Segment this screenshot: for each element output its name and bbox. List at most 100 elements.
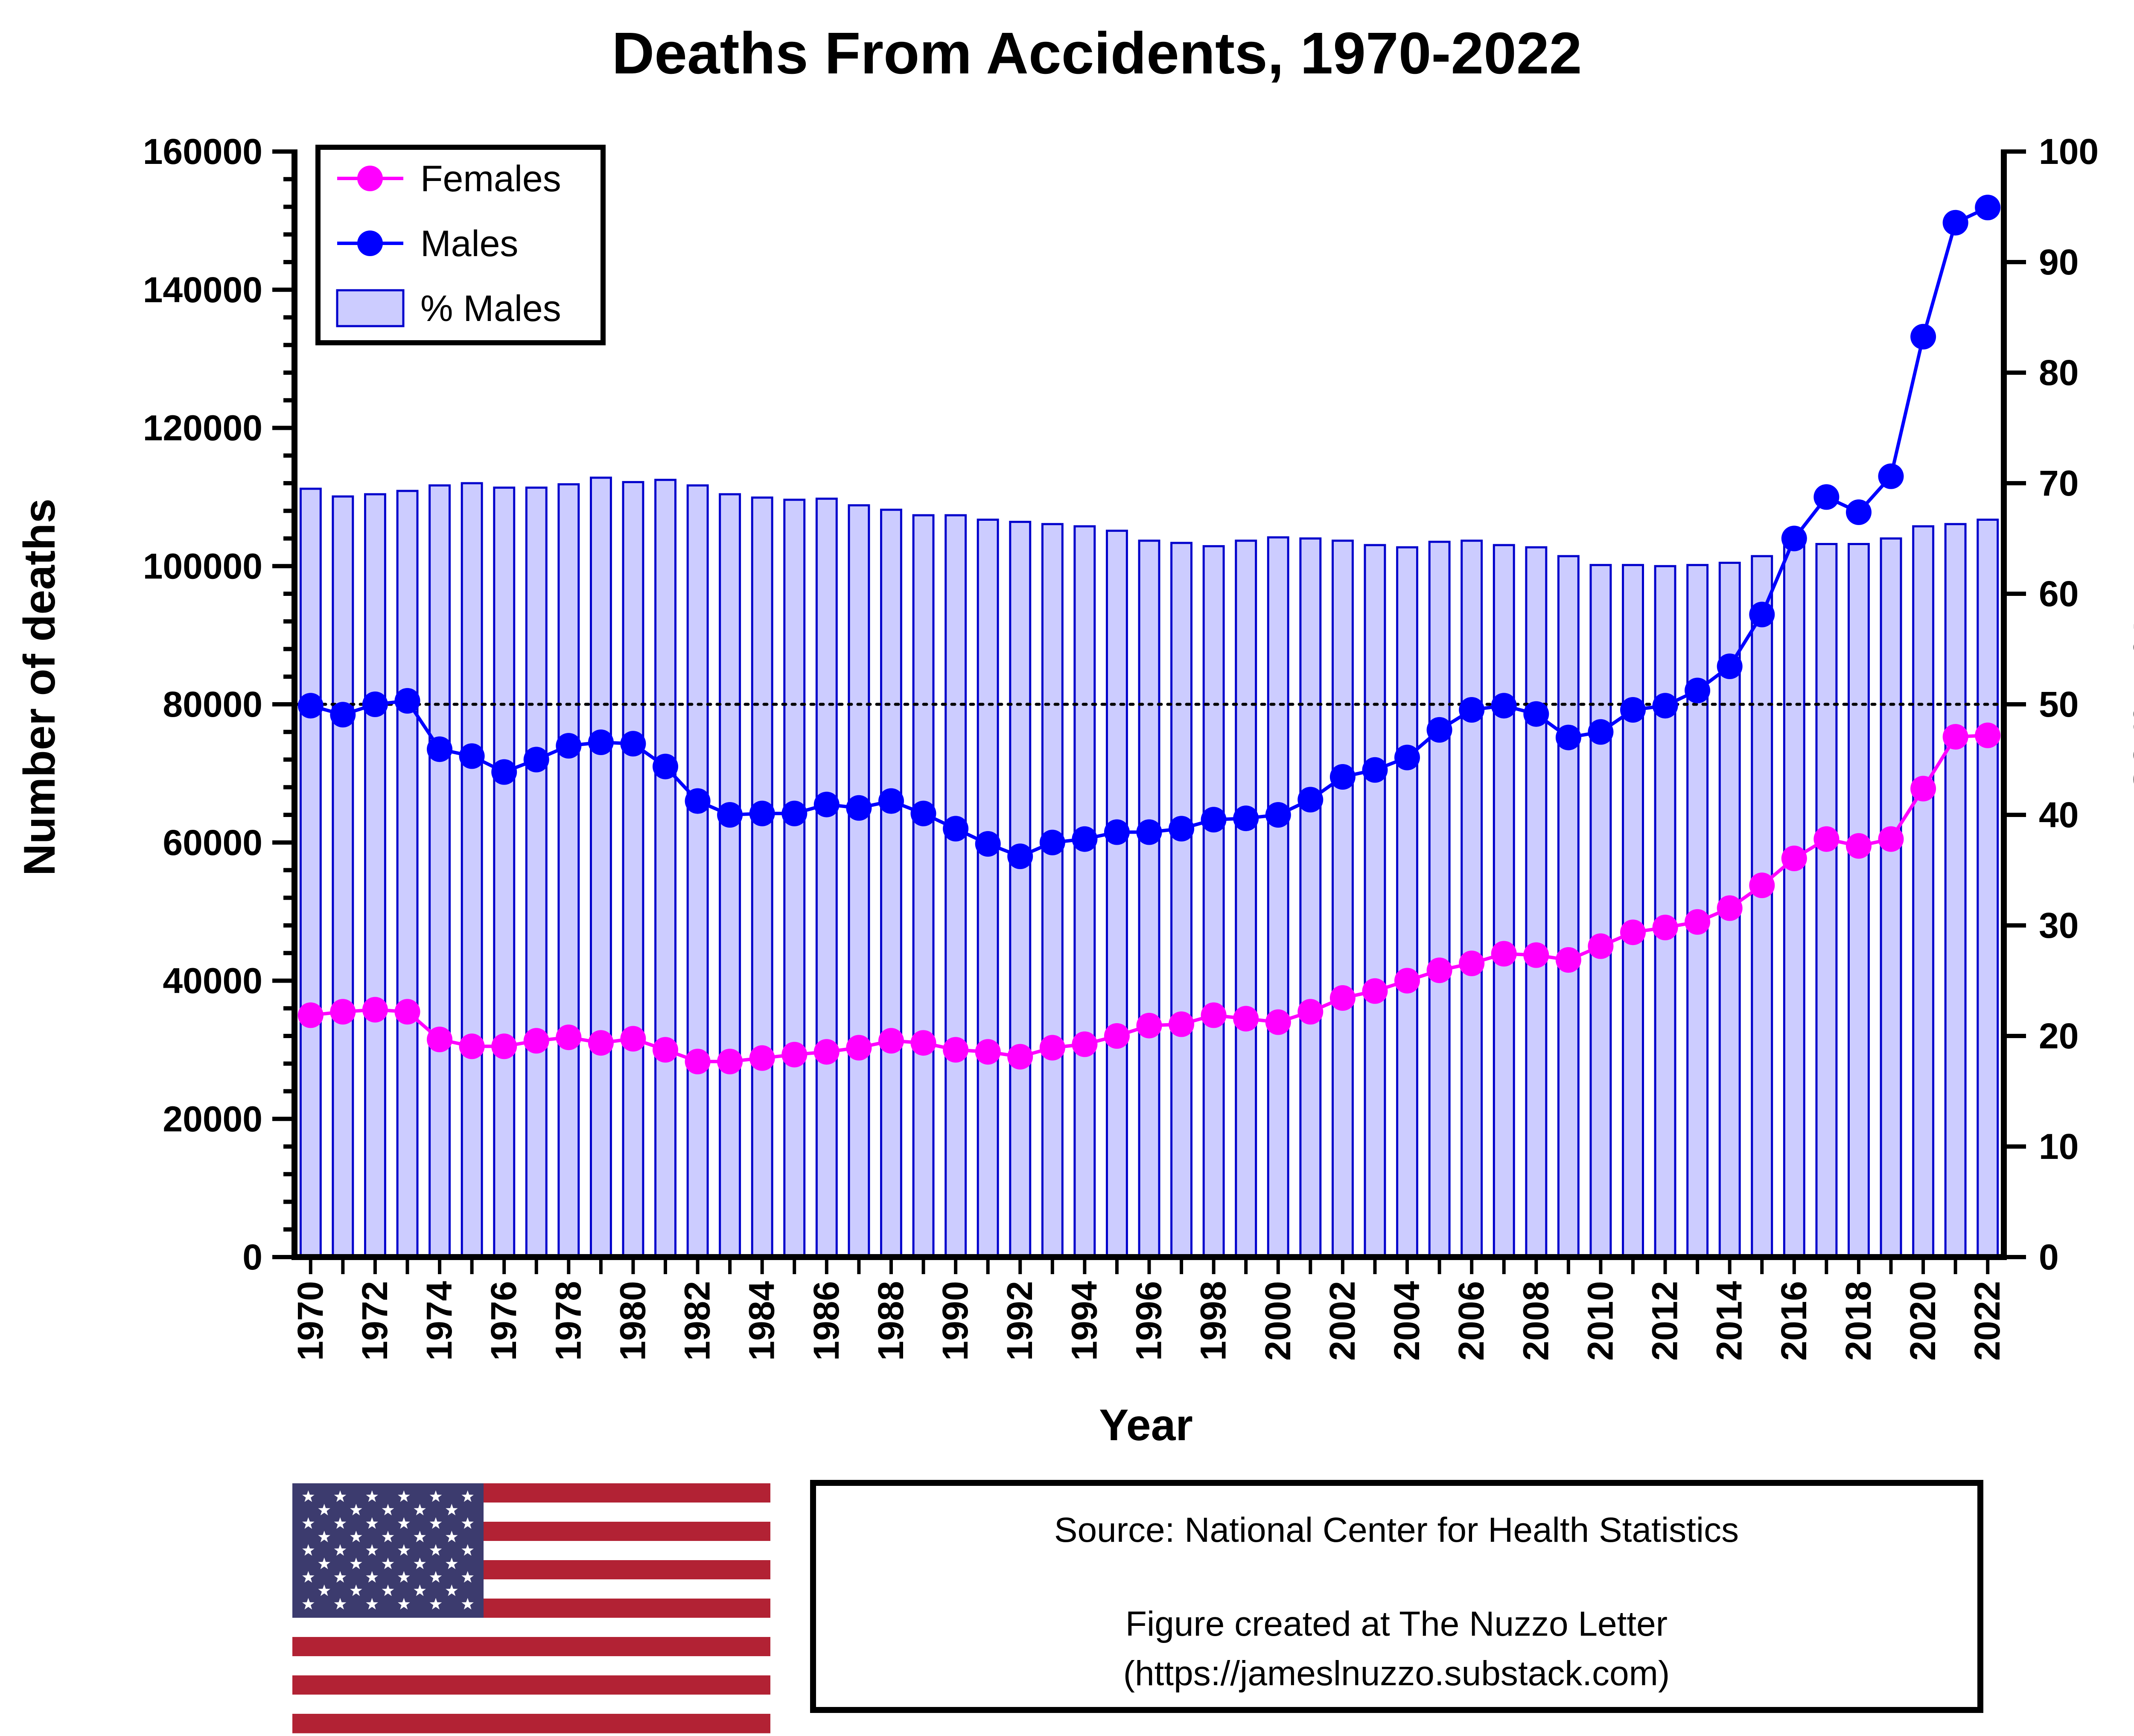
flag-star-icon [366, 1544, 378, 1556]
flag-star-icon [446, 1531, 458, 1543]
point-males-1976 [491, 759, 517, 785]
flag-star-icon [429, 1544, 442, 1556]
flag-star-icon [366, 1490, 378, 1502]
x-tick-label: 1986 [806, 1281, 846, 1361]
point-females-1972 [362, 997, 388, 1023]
point-females-1998 [1201, 1002, 1227, 1028]
legend-marker-females [357, 166, 383, 191]
flag-stripe-red [292, 1675, 770, 1695]
point-females-1973 [394, 999, 420, 1025]
flag-star-icon [429, 1598, 442, 1610]
bar-pct-males-2021 [1944, 523, 1967, 1258]
point-males-1990 [943, 816, 969, 842]
point-females-2007 [1491, 941, 1517, 967]
bar-pct-males-1974 [429, 484, 451, 1258]
bar-pct-males-1988 [880, 508, 902, 1258]
point-males-1991 [975, 831, 1001, 857]
point-males-1974 [427, 736, 452, 762]
flag-canton [292, 1483, 484, 1618]
legend: Females Males % Males [315, 145, 606, 345]
bar-pct-males-1990 [945, 514, 967, 1258]
point-males-1992 [1007, 843, 1033, 869]
flag-stripe-red [292, 1714, 770, 1733]
point-males-1982 [685, 788, 711, 814]
point-females-1983 [717, 1048, 743, 1074]
point-males-2011 [1620, 697, 1646, 723]
point-males-2013 [1685, 677, 1711, 703]
y-tick-label: 100000 [143, 546, 262, 586]
bar-pct-males-1994 [1073, 525, 1096, 1258]
point-females-2000 [1265, 1009, 1291, 1035]
x-tick-label: 1992 [1000, 1281, 1040, 1361]
bar-pct-males-1996 [1138, 540, 1160, 1258]
point-females-2018 [1846, 833, 1872, 859]
x-tick-label: 1990 [935, 1281, 975, 1361]
point-females-1990 [943, 1037, 969, 1063]
flag-star-icon [350, 1504, 362, 1516]
point-females-2004 [1394, 968, 1420, 994]
point-males-1999 [1233, 805, 1259, 832]
point-males-1985 [781, 800, 808, 826]
flag-stripe-red [292, 1637, 770, 1657]
flag-star-icon [398, 1571, 410, 1583]
x-tick-label: 1998 [1193, 1281, 1233, 1361]
bar-pct-males-1980 [622, 481, 644, 1258]
point-females-1970 [297, 1002, 324, 1028]
x-tick-label: 1978 [548, 1281, 588, 1361]
bar-pct-males-2000 [1267, 536, 1289, 1258]
bar-pct-males-1970 [299, 487, 322, 1258]
bar-pct-males-2016 [1783, 542, 1805, 1258]
x-tick-label: 2014 [1709, 1281, 1749, 1361]
point-females-1978 [556, 1024, 582, 1050]
point-males-2008 [1523, 701, 1549, 727]
flag-star-icon [302, 1490, 315, 1502]
point-females-1976 [491, 1033, 517, 1059]
point-females-1974 [427, 1027, 452, 1053]
point-females-2001 [1297, 999, 1324, 1025]
bar-pct-males-1971 [332, 495, 354, 1258]
flag-star-icon [350, 1584, 362, 1596]
point-males-2021 [1942, 210, 1968, 236]
point-males-2019 [1878, 463, 1904, 489]
x-axis-label: Year [1099, 1400, 1193, 1450]
flag-star-icon [446, 1504, 458, 1516]
flag-star-icon [461, 1544, 474, 1556]
point-males-2003 [1362, 757, 1388, 783]
flag-star-icon [366, 1598, 378, 1610]
bar-pct-males-1972 [364, 493, 386, 1258]
point-males-2009 [1555, 724, 1581, 750]
y-axis-label: Number of deaths [15, 499, 64, 876]
y-tick-label: 20000 [163, 1099, 262, 1139]
point-females-1991 [975, 1039, 1001, 1065]
point-females-2009 [1555, 947, 1581, 973]
flag-star-icon [382, 1531, 394, 1543]
point-males-1972 [362, 691, 388, 717]
point-males-1989 [910, 800, 936, 826]
y-tick-label: 160000 [143, 131, 262, 172]
x-tick-label: 1974 [419, 1281, 459, 1361]
y2-tick-label: 20 [2039, 1016, 2079, 1056]
y2-tick-label: 70 [2039, 463, 2079, 503]
x-tick-label: 1996 [1129, 1281, 1169, 1361]
flag-star-icon [414, 1584, 426, 1596]
bar-pct-males-1985 [783, 499, 806, 1258]
flag-star-icon [334, 1544, 347, 1556]
y2-tick-label: 100 [2039, 131, 2099, 172]
point-females-2014 [1717, 895, 1743, 921]
bar-pct-males-2015 [1751, 555, 1773, 1258]
flag-star-icon [461, 1490, 474, 1502]
x-tick-label: 2010 [1580, 1281, 1620, 1361]
flag-star-icon [302, 1544, 315, 1556]
y2-tick-label: 60 [2039, 574, 2079, 614]
flag-star-icon [302, 1517, 315, 1529]
flag-star-icon [414, 1531, 426, 1543]
flag-star-icon [318, 1558, 330, 1570]
x-tick-label: 2020 [1903, 1281, 1943, 1361]
x-tick-label: 1988 [871, 1281, 911, 1361]
x-tick-label: 1970 [290, 1281, 330, 1361]
x-tick-label: 2018 [1838, 1281, 1878, 1361]
flag-star-icon [334, 1598, 347, 1610]
bar-pct-males-2007 [1493, 544, 1515, 1258]
point-females-2013 [1685, 909, 1711, 935]
